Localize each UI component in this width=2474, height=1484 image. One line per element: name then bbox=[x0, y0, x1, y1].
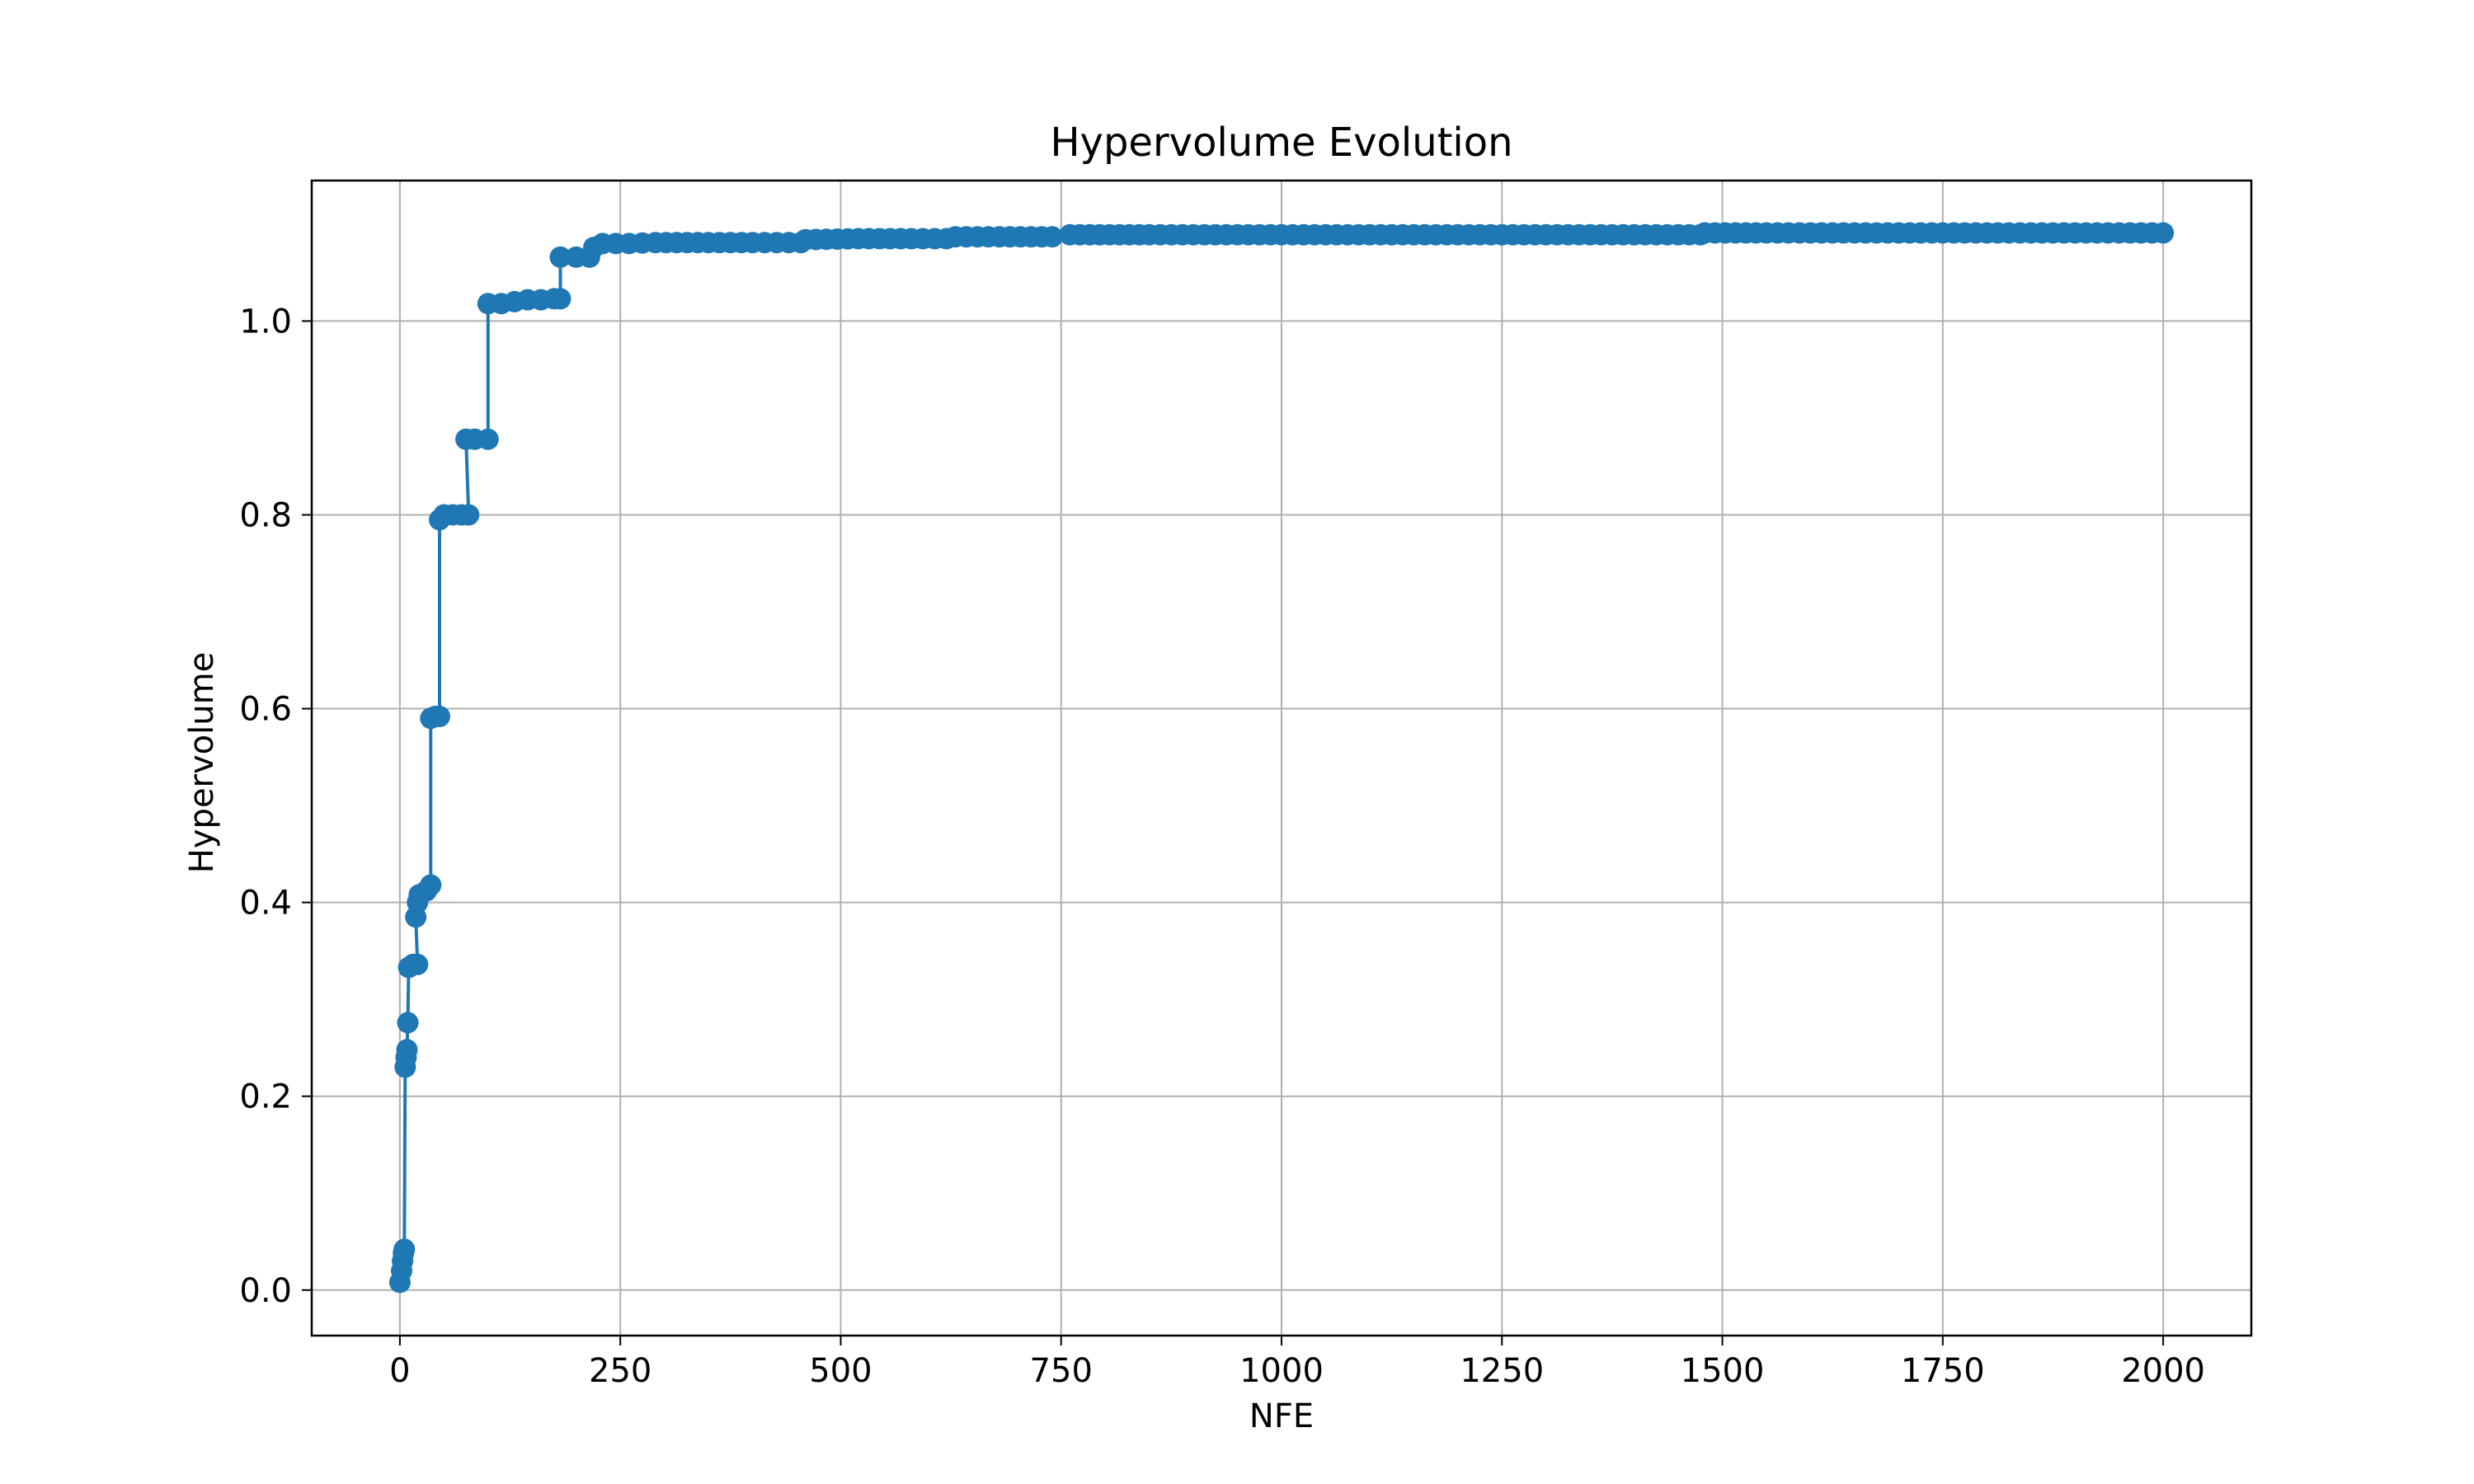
series-layer bbox=[388, 222, 2175, 1294]
y-tick-label: 0.4 bbox=[239, 885, 292, 923]
x-tick-label: 0 bbox=[389, 1352, 410, 1390]
data-point bbox=[2152, 222, 2175, 244]
data-point bbox=[396, 1039, 418, 1061]
y-axis-label: Hypervolume bbox=[183, 652, 221, 873]
x-tick-label: 1750 bbox=[1901, 1352, 1985, 1390]
data-point bbox=[393, 1238, 416, 1261]
data-point bbox=[429, 706, 450, 727]
y-tick-label: 0.6 bbox=[239, 691, 292, 729]
data-point bbox=[549, 288, 571, 310]
data-point bbox=[477, 428, 499, 450]
grid-layer bbox=[312, 181, 2251, 1336]
data-point bbox=[397, 1012, 419, 1034]
data-point bbox=[1042, 226, 1063, 248]
y-tick-label: 0.2 bbox=[239, 1078, 292, 1116]
data-point bbox=[458, 504, 480, 526]
x-tick-label: 500 bbox=[809, 1352, 872, 1390]
x-tick-label: 1500 bbox=[1681, 1352, 1765, 1390]
x-tick-label: 250 bbox=[589, 1352, 651, 1390]
data-point bbox=[420, 874, 442, 896]
y-tick-label: 0.0 bbox=[239, 1272, 292, 1310]
x-tick-label: 1000 bbox=[1239, 1352, 1324, 1390]
x-tick-label: 750 bbox=[1030, 1352, 1093, 1390]
y-tick-label: 1.0 bbox=[239, 303, 292, 340]
y-tick-label: 0.8 bbox=[239, 496, 292, 534]
data-point bbox=[407, 953, 429, 975]
data-point bbox=[549, 246, 571, 268]
x-axis-label: NFE bbox=[1249, 1397, 1314, 1435]
tick-layer: 0 250 500 750 1000 1250 1500 1750 2000 0.0 0.2 0.4 0… bbox=[239, 303, 2205, 1390]
chart-title: Hypervolume Evolution bbox=[1050, 120, 1512, 166]
x-tick-label: 2000 bbox=[2121, 1352, 2205, 1390]
x-tick-label: 1250 bbox=[1460, 1352, 1544, 1390]
